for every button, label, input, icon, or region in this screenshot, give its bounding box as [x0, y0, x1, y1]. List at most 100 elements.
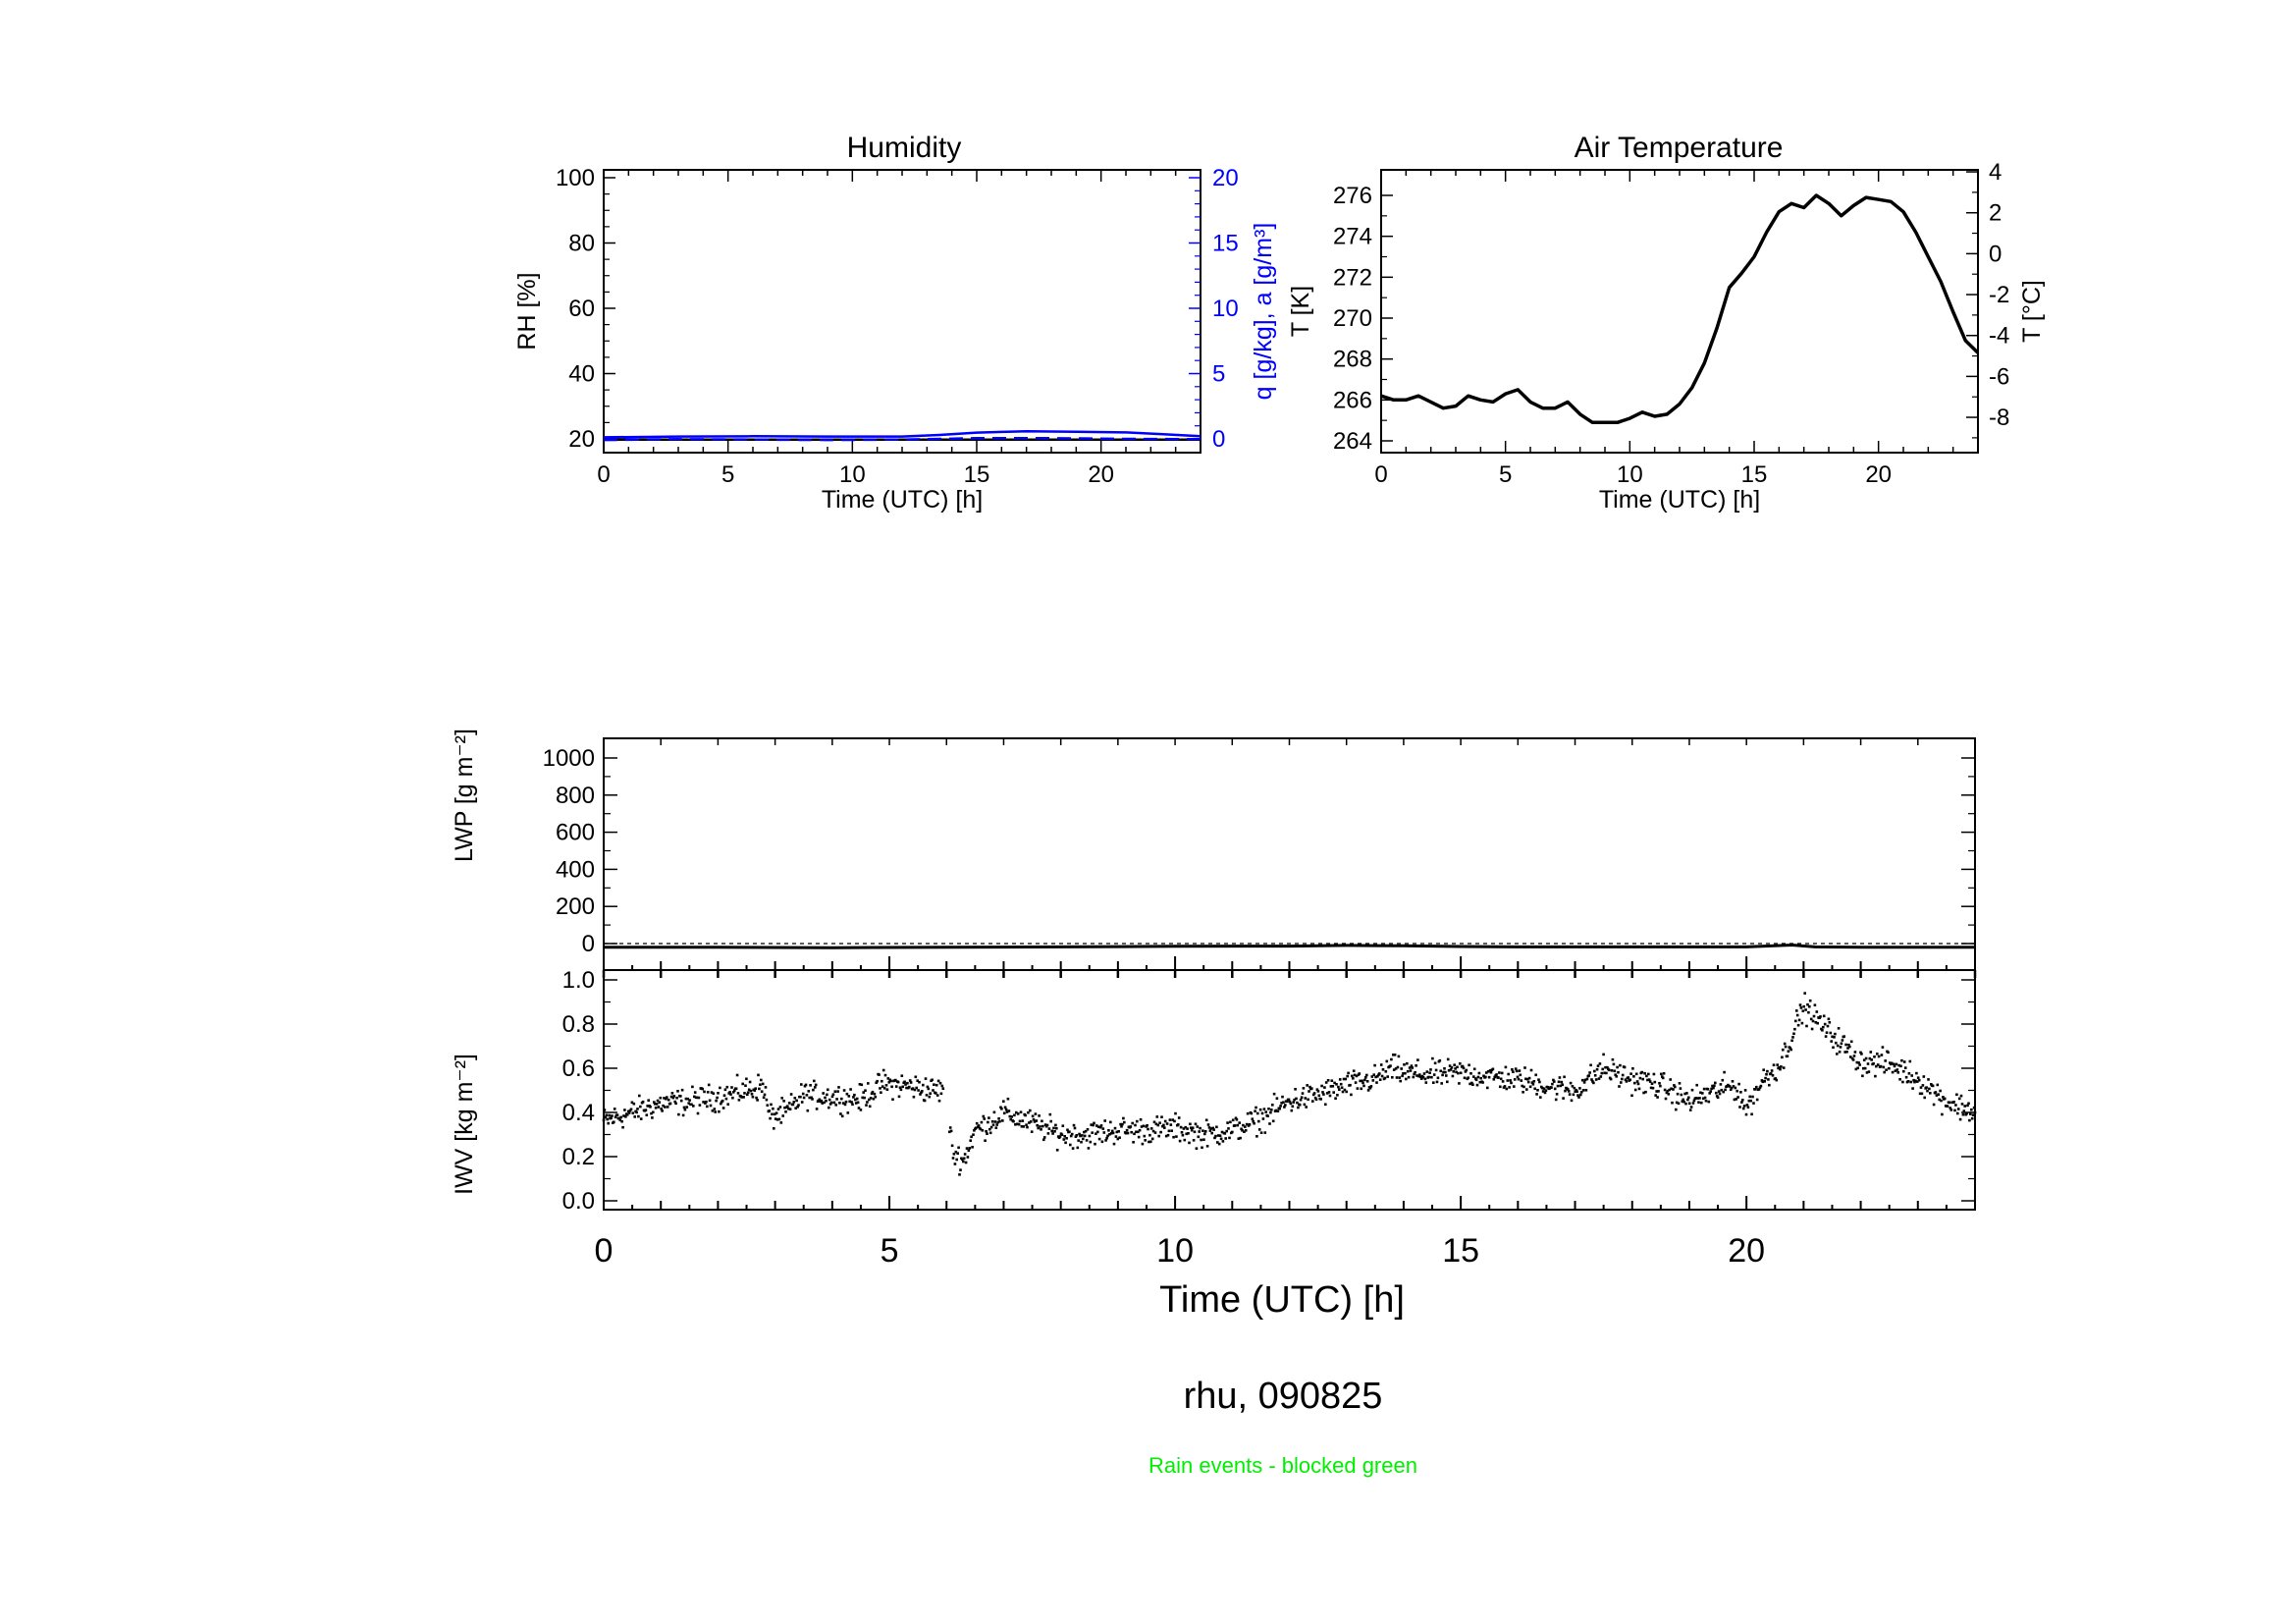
lwp-y-axis: 0 200 400 600 800 1000	[543, 745, 1975, 957]
iwv-point	[1425, 1070, 1429, 1073]
iwv-point	[939, 1092, 943, 1096]
iwv-point	[1452, 1070, 1456, 1073]
iwv-point	[666, 1096, 668, 1099]
iwv-point	[1274, 1109, 1278, 1112]
iwv-point	[1544, 1089, 1548, 1092]
iwv-point	[1833, 1036, 1836, 1039]
iwv-point	[749, 1089, 753, 1093]
iwv-point	[1456, 1065, 1459, 1069]
iwv-point	[1365, 1073, 1368, 1077]
iwv-point	[972, 1133, 975, 1136]
iwv-point	[823, 1101, 826, 1105]
iwv-point	[762, 1096, 766, 1099]
iwv-point	[1038, 1114, 1041, 1117]
iwv-point	[1874, 1074, 1877, 1078]
iwv-point	[1555, 1093, 1559, 1096]
iwv-point	[1376, 1074, 1379, 1078]
iwv-point	[1863, 1066, 1867, 1070]
air-temperature-x-tick-label: 10	[1617, 461, 1643, 488]
iwv-point	[1410, 1064, 1414, 1067]
iwv-point	[1248, 1123, 1252, 1126]
iwv-point	[1431, 1056, 1434, 1060]
iwv-point	[1435, 1080, 1439, 1084]
iwv-point	[1268, 1122, 1271, 1125]
iwv-point	[1772, 1063, 1776, 1066]
iwv-point	[1929, 1092, 1932, 1095]
iwv-point	[1301, 1092, 1305, 1095]
iwv-point	[1105, 1136, 1108, 1140]
iwv-point	[1231, 1130, 1234, 1134]
iwv-point	[1573, 1086, 1576, 1090]
iwv-point	[1445, 1074, 1448, 1077]
iwv-point	[1086, 1128, 1090, 1131]
iwv-point	[809, 1084, 812, 1087]
iwv-point	[1438, 1058, 1442, 1062]
iwv-point	[764, 1086, 768, 1089]
humidity-y2-tick-label: 0	[1212, 426, 1225, 453]
iwv-point	[1967, 1102, 1970, 1106]
iwv-point	[671, 1096, 675, 1100]
iwv-point	[1539, 1096, 1542, 1099]
iwv-point	[1513, 1085, 1516, 1088]
iwv-point	[886, 1077, 890, 1080]
humidity-y-tick-label: 60	[568, 296, 595, 322]
iwv-point	[1590, 1078, 1593, 1081]
iwv-point	[854, 1102, 858, 1105]
iwv-point	[833, 1090, 837, 1093]
iwv-point	[1807, 1010, 1810, 1014]
iwv-point	[1362, 1084, 1365, 1088]
iwv-point	[1201, 1129, 1204, 1132]
iwv-point	[1825, 1031, 1829, 1034]
iwv-point	[838, 1102, 841, 1105]
iwv-point	[1588, 1071, 1591, 1074]
iwv-point	[1487, 1075, 1491, 1079]
iwv-point	[645, 1113, 649, 1116]
iwv-point	[1701, 1097, 1705, 1101]
iwv-point	[604, 1115, 608, 1119]
iwv-point	[783, 1106, 786, 1109]
iwv-point	[989, 1125, 993, 1129]
iwv-point	[1550, 1086, 1553, 1089]
iwv-point	[849, 1088, 852, 1091]
iwv-point	[1368, 1086, 1372, 1090]
iwv-point	[825, 1100, 828, 1103]
iwv-point	[840, 1097, 843, 1101]
iwv-point	[619, 1115, 622, 1119]
iwv-point	[1204, 1118, 1208, 1122]
iwv-point	[1794, 1019, 1797, 1023]
air-temperature-y-tick-label: 276	[1333, 183, 1372, 209]
iwv-point	[1808, 999, 1812, 1002]
iwv-point	[605, 1113, 609, 1117]
iwv-point	[1571, 1085, 1575, 1088]
iwv-point	[828, 1098, 831, 1102]
iwv-point	[1094, 1142, 1096, 1146]
iwv-point	[733, 1089, 736, 1092]
iwv-point	[1189, 1122, 1192, 1126]
iwv-point	[1897, 1063, 1900, 1067]
iwv-point	[1415, 1074, 1418, 1077]
iwv-point	[774, 1111, 778, 1114]
humidity-x-tick-label: 15	[964, 461, 990, 488]
iwv-point	[628, 1109, 632, 1112]
iwv-point	[1755, 1085, 1758, 1089]
iwv-point	[992, 1110, 996, 1114]
iwv-point	[1916, 1076, 1920, 1079]
iwv-point	[951, 1157, 955, 1160]
iwv-point	[669, 1095, 673, 1099]
iwv-point	[885, 1088, 889, 1091]
iwv-point	[734, 1087, 738, 1091]
iwv-point	[1328, 1094, 1332, 1098]
iwv-point	[1774, 1077, 1778, 1080]
iwv-point	[1729, 1088, 1733, 1091]
figure-caption: rhu, 090825	[1184, 1376, 1383, 1417]
iwv-point	[1936, 1083, 1940, 1087]
iwv-point	[1520, 1079, 1523, 1082]
iwv-point	[1583, 1078, 1587, 1082]
iwv-point	[1902, 1060, 1906, 1063]
humidity-x-tick-label: 0	[597, 461, 610, 488]
iwv-point	[1735, 1098, 1738, 1101]
iwv-point	[1609, 1077, 1613, 1081]
iwv-point	[1399, 1079, 1402, 1083]
iwv-point	[800, 1083, 803, 1086]
iwv-point	[690, 1103, 693, 1107]
